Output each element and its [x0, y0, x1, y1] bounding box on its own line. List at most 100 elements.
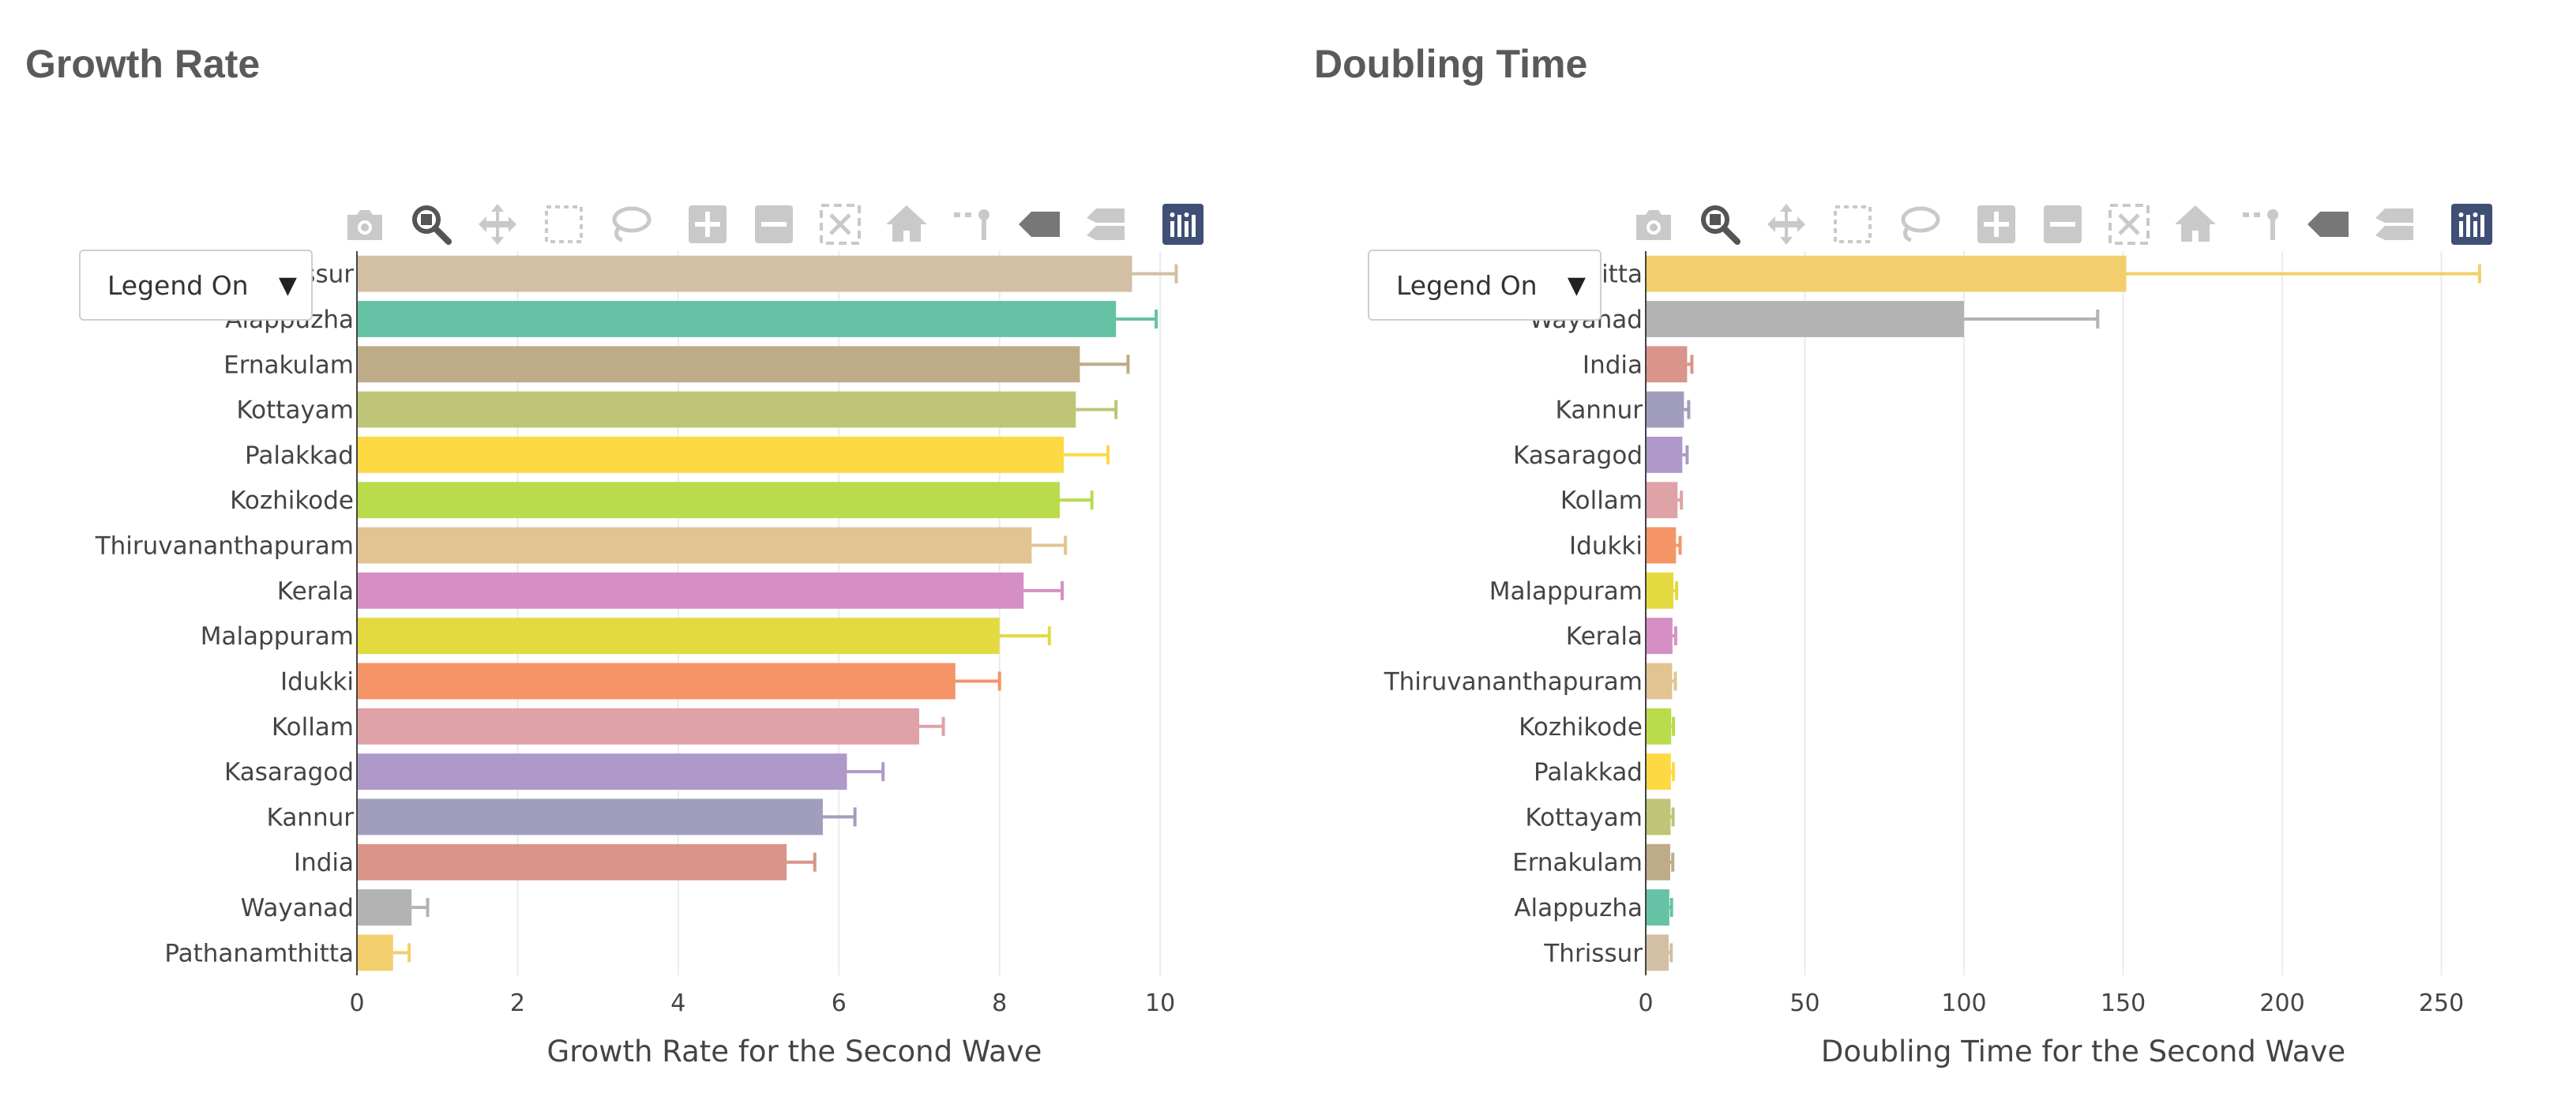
panel-title: Doubling Time: [1314, 42, 1588, 86]
x-tick-label: 0: [349, 990, 364, 1017]
category-label: India: [294, 849, 354, 877]
box-select-icon[interactable]: [539, 199, 589, 250]
lasso-select-icon[interactable]: [1894, 199, 1944, 250]
zoom-out-icon[interactable]: [749, 199, 799, 250]
bar: [357, 753, 847, 791]
legend-dropdown[interactable]: Legend On ▼: [1368, 250, 1602, 321]
panel-title: Growth Rate: [25, 42, 261, 86]
toggle-spike-lines-icon[interactable]: [2236, 199, 2287, 250]
zoom-icon[interactable]: [406, 199, 456, 250]
modebar: [1628, 193, 2497, 256]
bar: [357, 663, 956, 700]
box-select-icon[interactable]: [1827, 199, 1878, 250]
hover-compare-icon[interactable]: [1080, 199, 1131, 250]
category-label: Ernakulam: [223, 351, 354, 379]
growth-rate-chart: ThrissurAlappuzhaErnakulamKottayamPalakk…: [95, 251, 1178, 1069]
bar: [1646, 753, 1671, 791]
reset-axes-icon[interactable]: [881, 199, 932, 250]
bar: [357, 934, 393, 971]
bar: [1646, 843, 1671, 881]
category-label: Alappuzha: [1514, 894, 1643, 922]
bar: [1646, 301, 1965, 337]
growth-rate-panel: Growth Rate ThrissurAlappuzhaErnakulamKo…: [0, 0, 1287, 1093]
category-label: Ernakulam: [1512, 849, 1643, 877]
zoom-icon[interactable]: [1695, 199, 1745, 250]
hover-compare-icon[interactable]: [2369, 199, 2420, 250]
bar: [1646, 436, 1683, 473]
bar: [1646, 482, 1678, 519]
category-label: Kerala: [277, 577, 354, 606]
camera-icon[interactable]: [1628, 199, 1679, 250]
reset-axes-icon[interactable]: [2170, 199, 2221, 250]
doubling-time-panel: Doubling Time PathanamthittaWayanadIndia…: [1289, 0, 2576, 1093]
bar: [1646, 889, 1669, 926]
category-label: Kasaragod: [1513, 441, 1643, 470]
camera-icon[interactable]: [340, 199, 390, 250]
x-tick-label: 2: [510, 990, 525, 1017]
category-label: Kannur: [267, 803, 355, 832]
bar: [357, 618, 1000, 655]
plotly-logo-icon[interactable]: [2446, 199, 2497, 250]
autoscale-icon[interactable]: [2104, 199, 2154, 250]
bar: [357, 301, 1117, 337]
bar: [1646, 391, 1684, 428]
category-label: Kozhikode: [1519, 713, 1643, 742]
category-label: Kottayam: [1525, 803, 1643, 832]
category-label: Thrissur: [1543, 939, 1643, 967]
category-label: Thiruvananthapuram: [95, 532, 354, 561]
category-label: India: [1583, 351, 1643, 379]
dropdown-arrow-icon: ▼: [1567, 271, 1586, 299]
x-axis-title: Growth Rate for the Second Wave: [547, 1035, 1042, 1069]
lasso-select-icon[interactable]: [605, 199, 655, 250]
x-tick-label: 100: [1941, 990, 1986, 1017]
category-label: Kollam: [272, 713, 354, 742]
bar: [1646, 663, 1673, 700]
bar: [1646, 346, 1688, 383]
pan-icon[interactable]: [1761, 199, 1812, 250]
category-label: Palakkad: [245, 441, 354, 470]
zoom-in-icon[interactable]: [1971, 199, 2022, 250]
category-label: Idukki: [280, 667, 354, 696]
legend-dropdown[interactable]: Legend On ▼: [79, 250, 313, 321]
category-label: Kerala: [1566, 622, 1643, 651]
doubling-time-chart: PathanamthittaWayanadIndiaKannurKasarago…: [1384, 251, 2481, 1069]
hover-closest-icon[interactable]: [1014, 199, 1065, 250]
plotly-logo-icon[interactable]: [1158, 199, 1208, 250]
category-label: Kannur: [1556, 396, 1643, 425]
zoom-in-icon[interactable]: [682, 199, 733, 250]
category-label: Pathanamthitta: [164, 939, 354, 967]
autoscale-icon[interactable]: [815, 199, 866, 250]
zoom-out-icon[interactable]: [2037, 199, 2088, 250]
bar: [1646, 934, 1669, 971]
category-label: Idukki: [1569, 532, 1643, 561]
bar: [357, 572, 1024, 609]
x-axis-title: Doubling Time for the Second Wave: [1821, 1035, 2345, 1069]
category-label: Kollam: [1560, 486, 1643, 515]
bar: [357, 527, 1032, 564]
x-tick-label: 0: [1638, 990, 1653, 1017]
bar: [357, 346, 1080, 383]
bar: [357, 391, 1076, 428]
toggle-spike-lines-icon[interactable]: [948, 199, 998, 250]
bar: [357, 482, 1060, 519]
hover-closest-icon[interactable]: [2303, 199, 2353, 250]
category-label: Kasaragod: [224, 758, 354, 787]
bar: [1646, 527, 1677, 564]
x-tick-label: 150: [2101, 990, 2146, 1017]
dropdown-arrow-icon: ▼: [278, 271, 297, 299]
bar: [357, 708, 919, 745]
pan-icon[interactable]: [472, 199, 523, 250]
bar: [1646, 708, 1672, 745]
legend-dropdown-value: Legend On: [107, 269, 249, 301]
category-label: Malappuram: [1489, 577, 1643, 606]
bar: [357, 843, 787, 881]
bar: [357, 798, 823, 836]
bar: [1646, 798, 1671, 836]
category-label: Kottayam: [236, 396, 354, 425]
x-tick-label: 10: [1145, 990, 1175, 1017]
x-tick-label: 6: [832, 990, 847, 1017]
category-label: Kozhikode: [230, 486, 354, 515]
bar: [357, 436, 1065, 473]
x-tick-label: 50: [1789, 990, 1819, 1017]
bar: [357, 255, 1132, 292]
